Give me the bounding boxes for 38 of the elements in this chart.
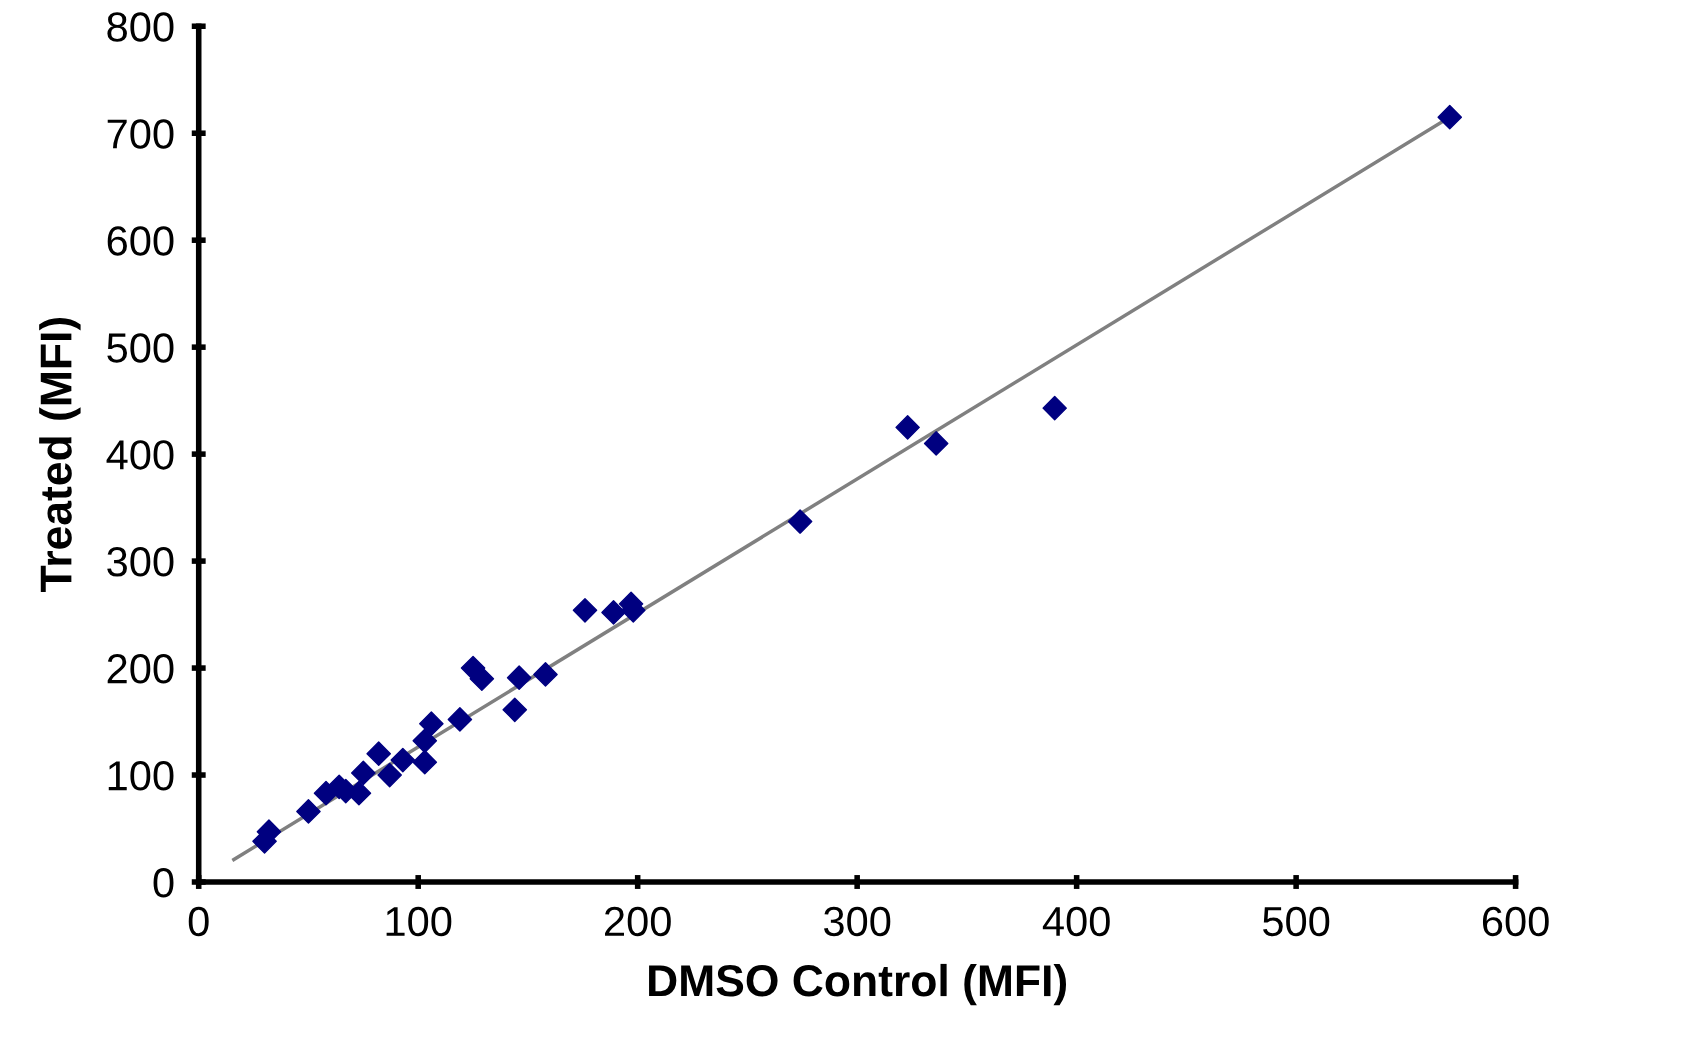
point (1042, 395, 1068, 421)
point (351, 760, 376, 786)
point (412, 728, 438, 754)
point (572, 597, 598, 623)
y-tick-label: 0 (153, 868, 174, 898)
y-tick-label: 600 (107, 226, 174, 256)
y-tick-label: 400 (106, 440, 174, 470)
point (390, 747, 416, 773)
x-tick-label: 400 (1042, 906, 1110, 937)
x-tick-label: 300 (823, 906, 891, 937)
point (601, 600, 626, 625)
point (533, 662, 558, 687)
point (296, 799, 321, 824)
point (377, 762, 402, 788)
y-axis-title: Treated (MFI) (39, 318, 81, 592)
y-tick-label: 100 (108, 761, 174, 791)
point (787, 509, 813, 534)
point (895, 415, 920, 440)
y-tick-label: 300 (107, 547, 174, 577)
y-tick-label: 800 (107, 12, 174, 42)
point (419, 711, 444, 737)
point (502, 697, 528, 723)
y-tick-label: 500 (107, 333, 174, 363)
x-tick-label: 600 (1482, 906, 1549, 937)
x-axis-title: DMSO Control (MFI) (649, 963, 1067, 1006)
x-tick-label: 200 (605, 906, 671, 937)
x-tick-label: 100 (386, 906, 452, 937)
x-tick-label: 500 (1263, 906, 1330, 937)
point (1437, 104, 1463, 130)
point (412, 749, 438, 775)
x-tick-label: 0 (188, 906, 209, 937)
point (447, 707, 473, 732)
point (923, 431, 949, 456)
point (469, 666, 495, 692)
point (506, 665, 532, 691)
point (366, 741, 392, 766)
y-tick-label: 200 (107, 654, 174, 684)
y-tick-label: 700 (107, 119, 174, 149)
